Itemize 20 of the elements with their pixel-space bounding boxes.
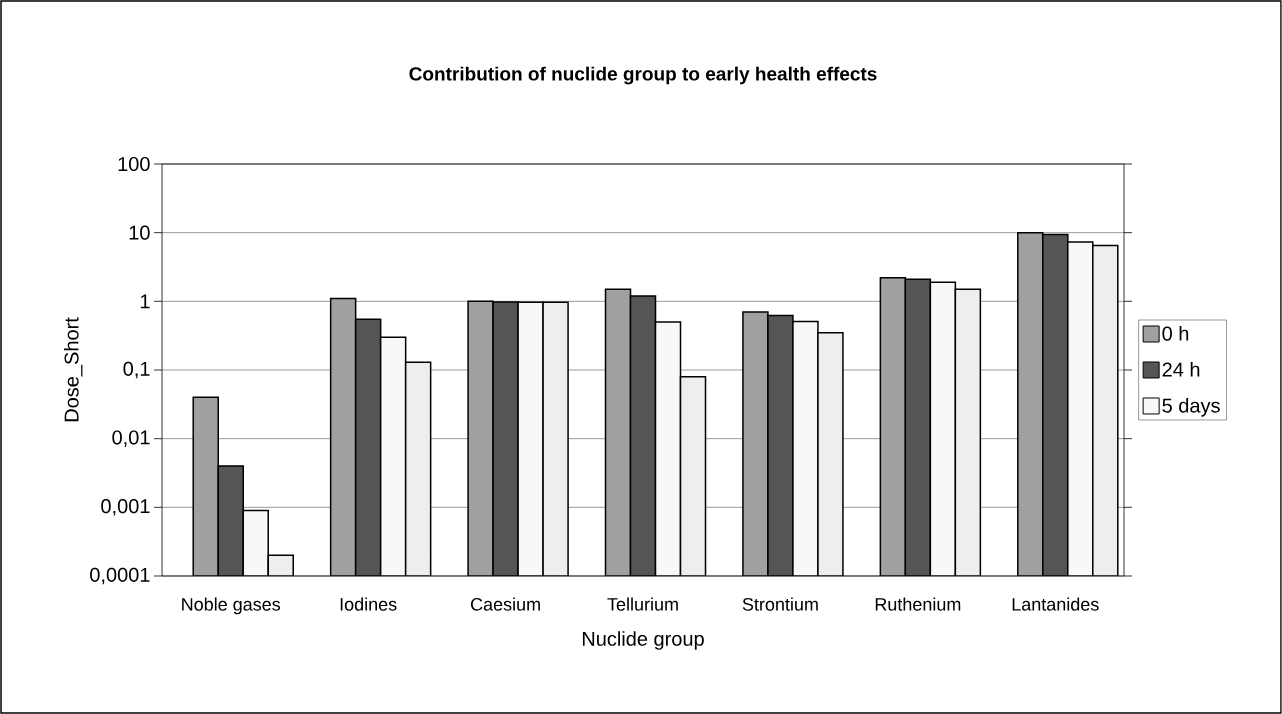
y-axis-title: Dose_Short <box>63 317 83 422</box>
y-tick-label: 0,1 <box>123 361 150 379</box>
legend-label: 0 h <box>1162 326 1189 341</box>
x-tick-label: Ruthenium <box>875 597 961 611</box>
y-tick-label: 0,0001 <box>90 567 150 585</box>
x-tick-label: Tellurium <box>607 597 678 611</box>
y-tick-label: 0,001 <box>101 499 150 516</box>
y-tick-label: 0,01 <box>112 430 150 447</box>
legend-label: 24 h <box>1162 362 1200 377</box>
y-tick-label: 1 <box>140 294 150 309</box>
x-tick-label: Strontium <box>742 597 818 611</box>
x-tick-label: Iodines <box>340 597 397 611</box>
x-tick-label: Lantanides <box>1012 597 1099 611</box>
x-tick-label: Caesium <box>470 597 540 611</box>
chart-title: Contribution of nuclide group to early health effects <box>409 66 877 85</box>
y-tick-label: 100 <box>118 156 150 172</box>
y-tick-label: 10 <box>129 225 150 240</box>
x-axis-title: Nuclide group <box>582 631 704 650</box>
text: 5 days <box>1162 397 1220 417</box>
x-tick-label: Noble gases <box>182 597 281 615</box>
